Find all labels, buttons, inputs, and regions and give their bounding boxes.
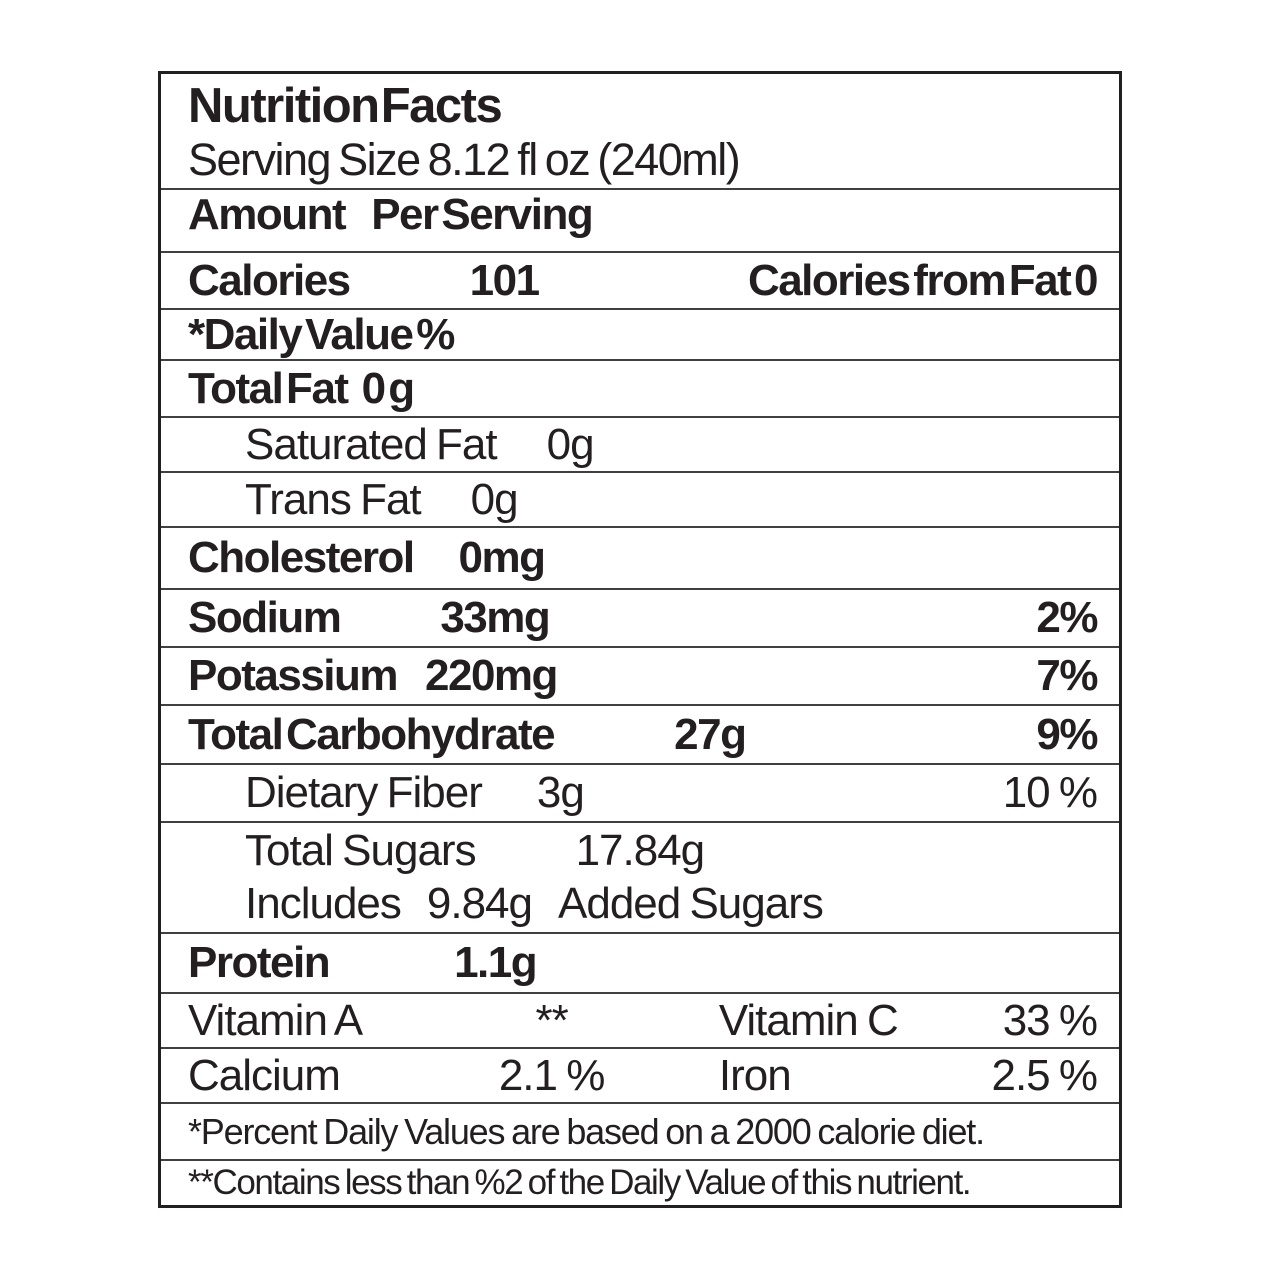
total-carbohydrate-daily-value: 9% bbox=[1036, 709, 1098, 759]
header-row: Nutrition Facts Serving Size 8.12 fl oz … bbox=[161, 74, 1119, 188]
added-sugars-text: Added Sugars bbox=[558, 879, 824, 928]
cholesterol-amount: 0mg bbox=[458, 533, 546, 582]
potassium-label: Potassium bbox=[188, 651, 399, 700]
daily-value-header: *Daily Value % bbox=[188, 309, 455, 359]
footnote-daily-values-text: *Percent Daily Values are based on a 200… bbox=[188, 1110, 985, 1152]
calcium-value: 2.1 % bbox=[498, 1050, 606, 1100]
added-sugars-amount: 9.84g bbox=[426, 879, 533, 928]
per-serving-label: Per Serving bbox=[371, 190, 594, 239]
vitamin-c-label: Vitamin C bbox=[718, 995, 899, 1045]
trans-fat-label: Trans Fat bbox=[245, 474, 422, 524]
calories-from-fat: Calories from Fat 0 bbox=[747, 255, 1099, 305]
potassium-amount: 220mg bbox=[425, 651, 558, 700]
nutrition-facts-label: Nutrition Facts Serving Size 8.12 fl oz … bbox=[158, 71, 1122, 1208]
sodium-daily-value: 2% bbox=[1036, 593, 1098, 642]
cholesterol-row: Cholesterol 0mg bbox=[161, 526, 1119, 588]
calcium-iron-row: Calcium 2.1 % Iron 2.5 % bbox=[161, 1047, 1119, 1102]
calories-row: Calories 101 Calories from Fat 0 bbox=[161, 251, 1119, 308]
amount-label: Amount bbox=[188, 190, 347, 239]
sodium-label: Sodium bbox=[188, 593, 342, 642]
total-fat-amount: 0 g bbox=[361, 363, 416, 413]
protein-label: Protein bbox=[188, 938, 331, 987]
vitamin-a-value: ** bbox=[535, 995, 568, 1045]
sugars-row: Total Sugars 17.84g Includes 9.84g Added… bbox=[161, 821, 1119, 932]
added-sugars-includes: Includes bbox=[245, 879, 402, 928]
total-sugars-amount: 17.84g bbox=[575, 826, 706, 875]
added-sugars-line: Includes 9.84g Added Sugars bbox=[245, 879, 1097, 929]
sodium-amount: 33mg bbox=[440, 593, 550, 642]
dietary-fiber-label: Dietary Fiber bbox=[245, 768, 483, 817]
calories-value: 101 bbox=[469, 255, 540, 305]
saturated-fat-label: Saturated Fat bbox=[245, 419, 498, 469]
protein-amount: 1.1g bbox=[454, 938, 538, 987]
saturated-fat-amount: 0g bbox=[546, 419, 595, 469]
amount-per-serving-row: Amount Per Serving bbox=[161, 188, 1119, 251]
saturated-fat-row: Saturated Fat 0g bbox=[161, 416, 1119, 471]
protein-row: Protein 1.1g bbox=[161, 932, 1119, 992]
total-sugars-line: Total Sugars 17.84g bbox=[245, 826, 1097, 876]
footnote-daily-values: *Percent Daily Values are based on a 200… bbox=[161, 1102, 1119, 1159]
footnote-contains-text: **Contains less than %2 of the Daily Val… bbox=[188, 1163, 972, 1202]
cholesterol-label: Cholesterol bbox=[188, 533, 415, 582]
vitamin-row: Vitamin A ** Vitamin C 33 % bbox=[161, 992, 1119, 1047]
serving-size: Serving Size 8.12 fl oz (240ml) bbox=[188, 134, 741, 185]
total-fat-row: Total Fat 0 g bbox=[161, 359, 1119, 416]
vitamin-a-label: Vitamin A bbox=[188, 995, 363, 1045]
trans-fat-amount: 0g bbox=[470, 474, 519, 524]
sodium-row: Sodium 33mg 2% bbox=[161, 588, 1119, 646]
iron-value: 2.5 % bbox=[991, 1050, 1098, 1100]
dietary-fiber-row: Dietary Fiber 3g 10 % bbox=[161, 763, 1119, 821]
footnote-contains: **Contains less than %2 of the Daily Val… bbox=[161, 1159, 1119, 1205]
vitamin-c-value: 33 % bbox=[1002, 995, 1098, 1045]
total-sugars-label: Total Sugars bbox=[245, 826, 477, 875]
total-carbohydrate-amount: 27g bbox=[674, 709, 747, 759]
total-carbohydrate-row: Total Carbohydrate 27g 9% bbox=[161, 704, 1119, 763]
iron-label: Iron bbox=[718, 1050, 792, 1100]
total-fat-label: Total Fat bbox=[188, 363, 349, 413]
total-carbohydrate-label: Total Carbohydrate bbox=[188, 709, 556, 759]
trans-fat-row: Trans Fat 0g bbox=[161, 471, 1119, 526]
calcium-label: Calcium bbox=[188, 1050, 341, 1100]
dietary-fiber-amount: 3g bbox=[536, 768, 585, 817]
nutrition-facts-title: Nutrition Facts bbox=[188, 79, 503, 133]
potassium-daily-value: 7% bbox=[1036, 651, 1098, 700]
daily-value-header-row: *Daily Value % bbox=[161, 308, 1119, 359]
dietary-fiber-daily-value: 10 % bbox=[1002, 768, 1098, 817]
calories-label: Calories bbox=[188, 255, 351, 305]
potassium-row: Potassium 220mg 7% bbox=[161, 646, 1119, 704]
